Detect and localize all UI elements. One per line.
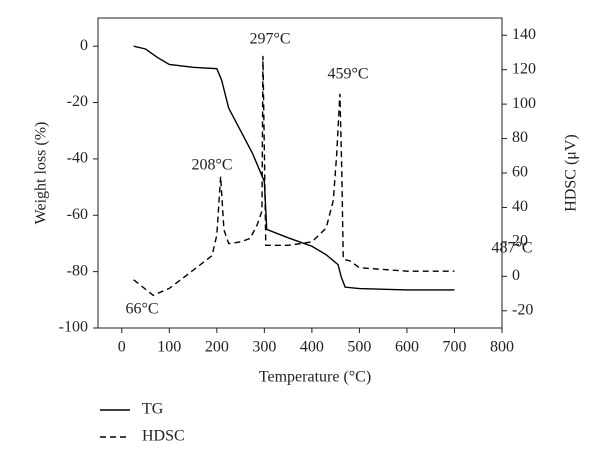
x-tick-label: 600 [395, 339, 419, 356]
x-tick-label: 700 [442, 339, 466, 356]
y2-tick-label: 40 [512, 198, 528, 215]
y2-tick-label: 120 [512, 60, 536, 77]
y2-tick-label: 80 [512, 129, 528, 146]
y2-tick-label: 0 [512, 267, 520, 284]
y2-tick-label: 100 [512, 95, 536, 112]
y2-tick-label: 140 [512, 26, 536, 43]
y-tick-label: -80 [67, 262, 88, 279]
y-tick-label: -40 [67, 150, 88, 167]
annotation: 66°C [125, 301, 158, 318]
y2-axis-label: HDSC (μV) [563, 134, 580, 211]
series-line [133, 45, 455, 291]
y-tick-label: -60 [67, 206, 88, 223]
y-tick-label: 0 [80, 37, 88, 54]
y-tick-label: -20 [67, 93, 88, 110]
y-tick-label: -100 [59, 319, 88, 336]
y2-tick-label: -20 [512, 301, 533, 318]
x-tick-label: 100 [157, 339, 181, 356]
y2-tick-label: 20 [512, 233, 528, 250]
x-axis-label: Temperature (°C) [259, 369, 371, 386]
x-tick-label: 500 [347, 339, 371, 356]
x-tick-label: 0 [118, 339, 126, 356]
legend-label: TG [142, 401, 164, 418]
plot-frame [97, 17, 503, 329]
x-tick-label: 400 [300, 339, 324, 356]
y2-tick-label: 60 [512, 164, 528, 181]
annotation: 297°C [249, 31, 290, 48]
annotation: 459°C [327, 66, 368, 83]
x-tick-label: 200 [205, 339, 229, 356]
x-tick-label: 300 [252, 339, 276, 356]
annotation: 208°C [191, 157, 232, 174]
series-line [133, 55, 455, 297]
annotation: 487°C [491, 240, 532, 257]
x-tick-label: 800 [490, 339, 514, 356]
y-axis-label: Weight loss (%) [33, 122, 50, 225]
legend-label: HDSC [142, 428, 185, 445]
